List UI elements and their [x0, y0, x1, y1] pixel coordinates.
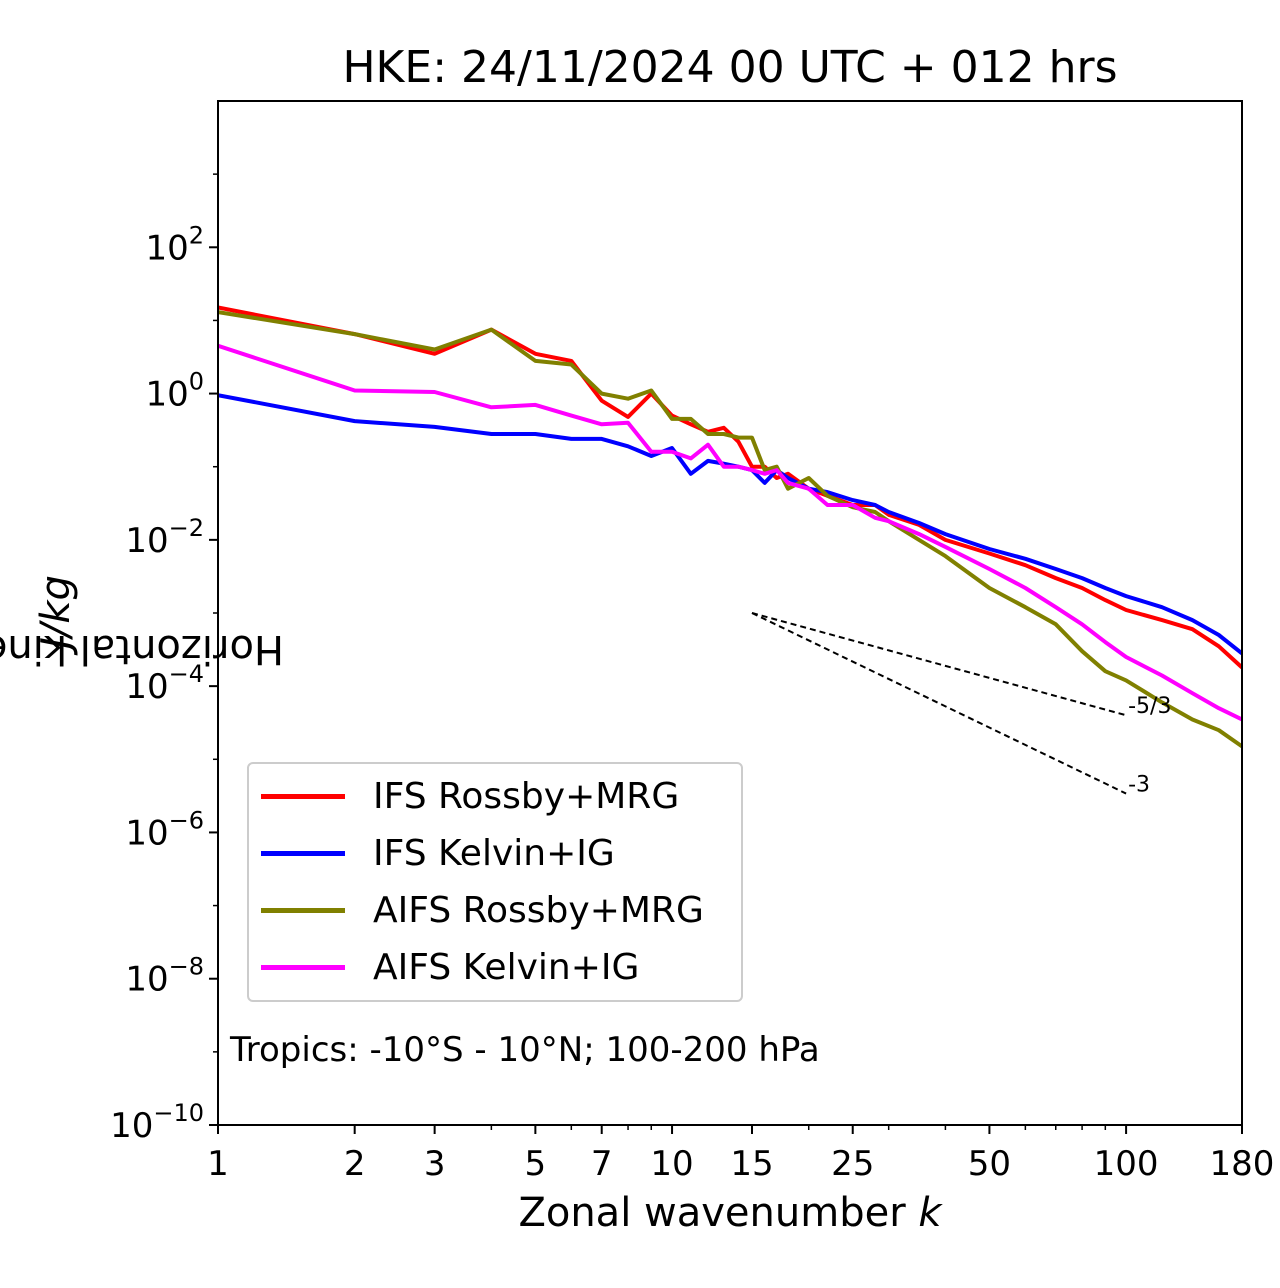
x-tick-label: 100 [1094, 1144, 1159, 1184]
x-tick-label: 3 [424, 1144, 446, 1184]
y-tick-label: 10−6 [125, 806, 204, 853]
x-tick-label: 5 [525, 1144, 547, 1184]
legend-swatch [261, 964, 345, 970]
y-tick-label: 10−8 [125, 953, 204, 1000]
y-tick-label: 10−4 [125, 660, 204, 707]
x-tick-label: 180 [1210, 1144, 1275, 1184]
legend-label: AIFS Rossby+MRG [373, 889, 704, 931]
x-tick-label: 25 [831, 1144, 874, 1184]
chart-legend: IFS Rossby+MRG IFS Kelvin+IG AIFS Rossby… [247, 762, 743, 1002]
legend-swatch [261, 907, 345, 913]
legend-item-ifs-kelvin: IFS Kelvin+IG [261, 832, 615, 874]
series-line-1 [218, 393, 1242, 655]
y-tick-label: 10−2 [125, 514, 204, 561]
legend-label: IFS Rossby+MRG [373, 775, 680, 817]
x-axis-label: Zonal wavenumber k [218, 1190, 1242, 1236]
reference-line-0 [751, 612, 1127, 717]
region-annotation: Tropics: -10°S - 10°N; 100-200 hPa [230, 1030, 820, 1070]
x-tick-label: 2 [344, 1144, 366, 1184]
x-axis-label-variable: k [918, 1190, 942, 1236]
x-tick-label: 50 [968, 1144, 1011, 1184]
x-tick-label: 15 [730, 1144, 773, 1184]
legend-item-ifs-rossby: IFS Rossby+MRG [261, 775, 680, 817]
legend-item-aifs-rossby: AIFS Rossby+MRG [261, 889, 704, 931]
legend-label: IFS Kelvin+IG [373, 832, 615, 874]
legend-swatch [261, 850, 345, 856]
x-axis-label-text: Zonal wavenumber [518, 1190, 919, 1236]
y-tick-label: 10−10 [110, 1099, 204, 1146]
x-tick-label: 7 [591, 1144, 613, 1184]
y-axis-label-text: Horizontal kinetic energy [0, 625, 285, 672]
series-line-0 [218, 305, 1242, 669]
legend-item-aifs-kelvin: AIFS Kelvin+IG [261, 946, 640, 988]
reference-label-0: -5/3 [1128, 694, 1171, 719]
x-tick-label: 1 [207, 1144, 229, 1184]
legend-label: AIFS Kelvin+IG [373, 946, 640, 988]
legend-swatch [261, 793, 345, 799]
chart-title: HKE: 24/11/2024 00 UTC + 012 hrs [342, 42, 1118, 93]
y-tick-label: 102 [145, 221, 204, 268]
series-line-3 [218, 343, 1242, 722]
series-line-2 [218, 310, 1242, 749]
reference-label-1: -3 [1128, 773, 1150, 798]
y-tick-label: 100 [145, 368, 204, 415]
x-tick-label: 10 [650, 1144, 693, 1184]
